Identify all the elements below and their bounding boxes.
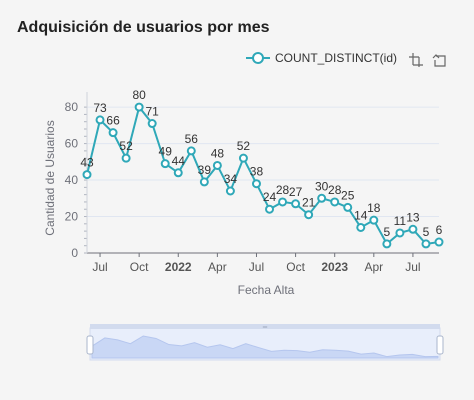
data-point [278,197,288,207]
data-point [330,197,340,207]
data-label: 5 [384,225,391,239]
x-tick-label: 2023 [321,260,348,274]
y-tick-label: 20 [65,210,79,224]
y-tick-label: 80 [65,100,79,114]
data-label: 28 [276,183,290,197]
data-label: 39 [198,163,212,177]
data-label: 56 [185,132,199,146]
data-label: 30 [315,179,329,193]
data-label: 66 [106,114,120,128]
data-point [238,153,248,163]
data-point [199,177,209,187]
data-label: 80 [132,88,146,102]
data-label: 71 [146,105,160,119]
data-label: 34 [224,172,238,186]
x-tick-label: Apr [208,260,227,274]
slider-preview-area [91,335,439,359]
data-point [134,102,144,112]
data-label: 73 [93,101,107,115]
legend-marker [252,52,264,64]
data-point [147,119,157,129]
x-axis-title: Fecha Alta [238,283,295,297]
data-point [82,170,92,180]
x-tick-label: Apr [364,260,383,274]
data-point [421,239,431,249]
data-zoom-slider[interactable]: ═ [86,324,444,361]
data-point [186,146,196,156]
zoom-reset-icon[interactable] [432,54,446,67]
y-tick-label: 40 [65,173,79,187]
data-point [434,237,444,247]
data-point [382,239,392,249]
data-label: 38 [250,165,264,179]
data-point [356,222,366,232]
data-point [121,153,131,163]
data-label: 6 [436,223,443,237]
x-tick-label: 2022 [165,260,192,274]
data-point [225,186,235,196]
data-label: 52 [119,139,133,153]
data-label: 25 [341,188,355,202]
data-label: 52 [237,139,251,153]
x-tick-label: Jul [405,260,420,274]
data-label: 24 [263,190,277,204]
y-tick-label: 0 [71,246,78,260]
x-tick-label: Oct [130,260,149,274]
data-point [173,168,183,178]
data-point [343,202,353,212]
grid-lines [87,106,439,218]
slider-grip-icon[interactable]: ═ [262,325,268,331]
data-label: 48 [211,146,225,160]
legend-label[interactable]: COUNT_DISTINCT(id) [275,51,397,65]
slider-handle-left[interactable] [86,335,94,355]
series-layer [82,102,444,249]
axes: 0 20 40 60 80 Jul Oct 2022 Apr Jul Oct 2023 Apr Jul [65,92,439,274]
data-point [408,224,418,234]
chart-title: Adquisición de usuarios por mes [17,19,270,36]
y-tick-label: 60 [65,137,79,151]
data-point [265,204,275,214]
data-label: 11 [394,214,407,228]
data-point [95,115,105,125]
data-point [317,193,327,203]
data-point [212,160,222,170]
data-point [395,228,405,238]
data-label: 18 [367,201,381,215]
data-label: 14 [354,208,368,222]
data-point [108,128,118,138]
data-point [304,210,314,220]
data-label: 13 [406,210,420,224]
data-zoom-icon[interactable] [409,53,423,67]
data-label: 43 [80,156,94,170]
data-point [160,159,170,169]
data-label: 44 [172,154,186,168]
slider-handle-right[interactable] [436,335,444,355]
data-point [291,199,301,209]
series-line [86,104,440,246]
x-tick-label: Jul [92,260,107,274]
data-point [251,179,261,189]
data-point [369,215,379,225]
x-tick-label: Oct [286,260,305,274]
data-label: 21 [302,196,316,210]
data-label: 28 [328,183,342,197]
data-label: 5 [423,225,430,239]
y-axis-title: Cantidad de Usuarios [43,120,57,235]
slider-top-bar[interactable] [90,324,440,329]
legend[interactable]: COUNT_DISTINCT(id) [246,51,397,65]
data-label: 49 [159,145,173,159]
x-tick-label: Jul [249,260,264,274]
data-label: 27 [289,185,303,199]
